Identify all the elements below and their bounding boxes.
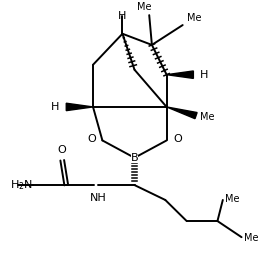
Polygon shape: [167, 107, 197, 119]
Text: H: H: [51, 102, 59, 112]
Polygon shape: [66, 103, 93, 111]
Text: B: B: [131, 153, 138, 163]
Text: O: O: [87, 134, 96, 144]
Text: NH: NH: [90, 193, 107, 203]
Text: H: H: [200, 70, 208, 80]
Text: H: H: [118, 11, 127, 21]
Text: Me: Me: [137, 2, 151, 12]
Text: O: O: [173, 134, 182, 144]
Text: Me: Me: [244, 233, 259, 243]
Text: Me: Me: [200, 112, 215, 122]
Text: H$_2$N: H$_2$N: [10, 178, 33, 192]
Text: O: O: [58, 145, 67, 155]
Text: Me: Me: [225, 194, 240, 204]
Text: Me: Me: [187, 13, 201, 23]
Polygon shape: [167, 71, 193, 78]
